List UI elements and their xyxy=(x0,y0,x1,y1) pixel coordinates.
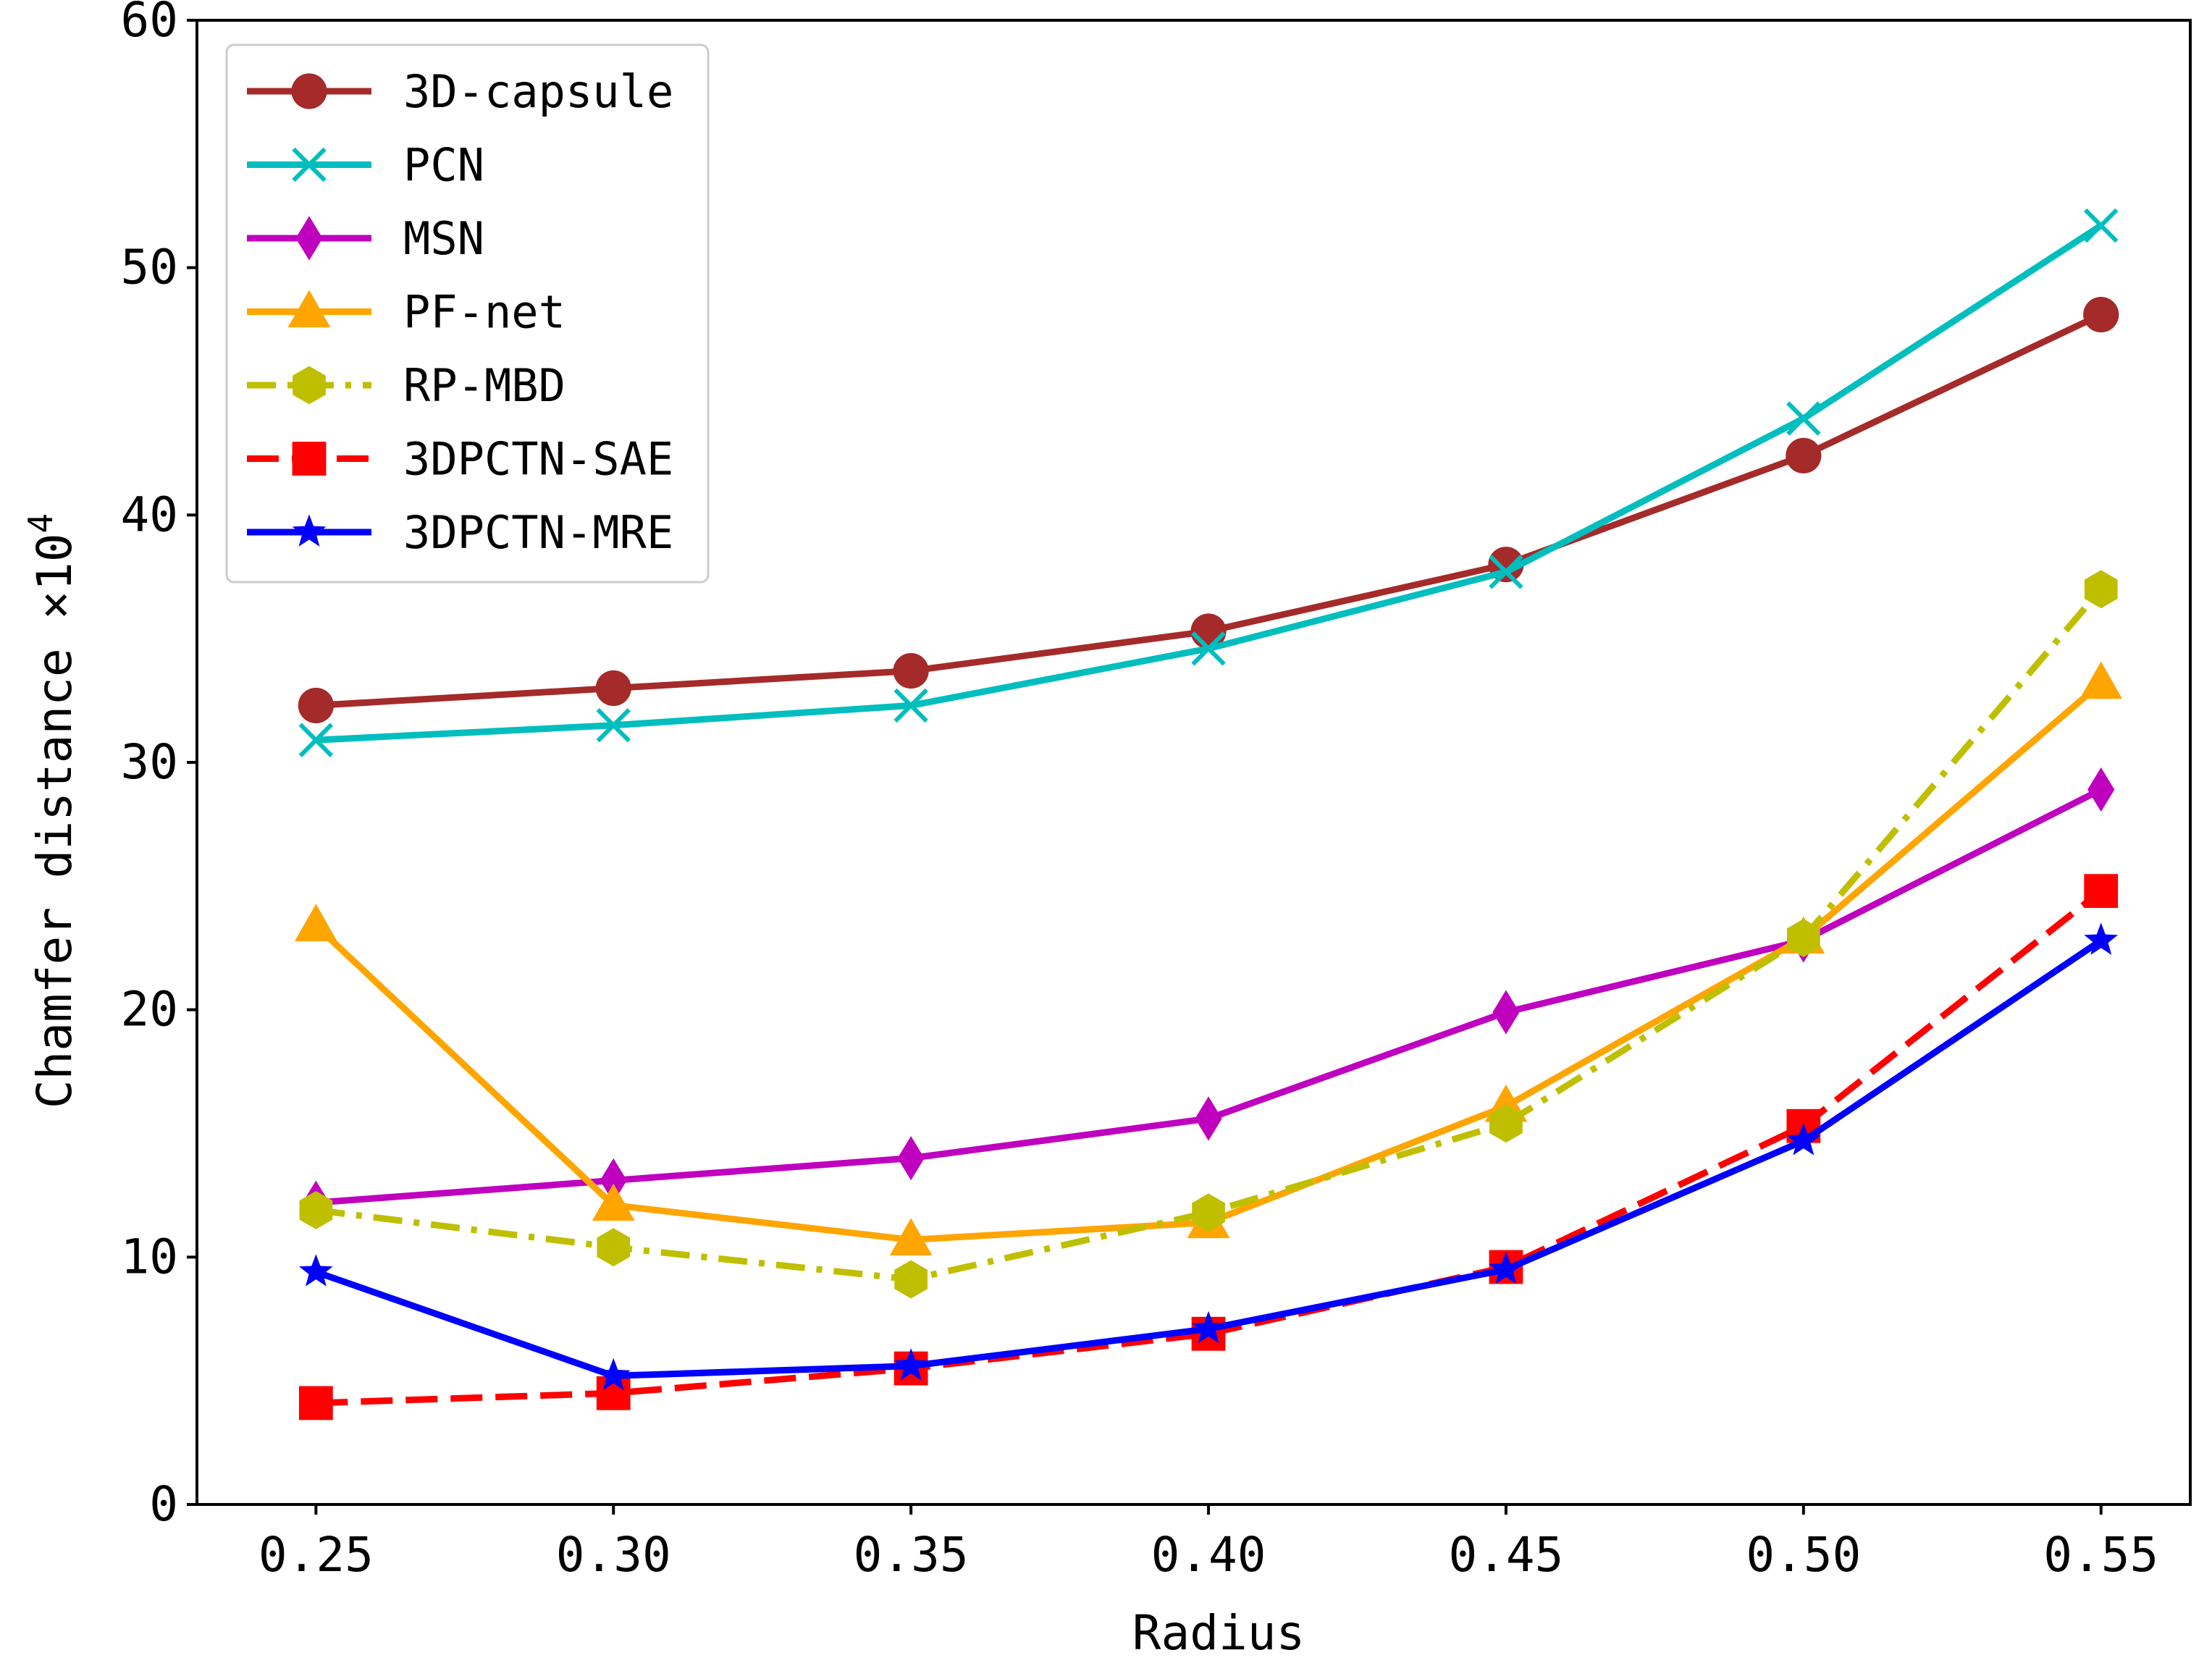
data-point xyxy=(600,1158,627,1203)
data-point xyxy=(1489,555,1523,589)
legend-entry: PCN xyxy=(247,139,484,192)
legend-entry: MSN xyxy=(247,212,484,265)
legend-label: 3D-capsule xyxy=(403,65,673,118)
data-point xyxy=(889,1218,933,1256)
y-tick-label: 40 xyxy=(121,487,178,542)
data-point xyxy=(1192,1193,1225,1232)
series-pcn xyxy=(298,208,2119,757)
data-point xyxy=(1191,631,1226,666)
x-tick-label: 0.30 xyxy=(556,1527,671,1583)
legend-marker xyxy=(291,73,327,109)
y-tick-label: 0 xyxy=(149,1476,178,1532)
y-axis-label-superscript: 4 xyxy=(21,513,60,534)
legend-entry: RP-MBD xyxy=(247,359,565,412)
legend-marker xyxy=(292,514,327,547)
y-tick-label: 30 xyxy=(121,734,178,790)
y-tick-label: 60 xyxy=(121,0,178,48)
data-point xyxy=(2084,208,2119,243)
y-axis-label: Chamfer distance ×104 xyxy=(21,513,83,1108)
legend-label: RP-MBD xyxy=(403,359,565,412)
data-point xyxy=(592,1183,635,1221)
data-point xyxy=(893,652,929,689)
data-point xyxy=(893,1348,928,1381)
data-point xyxy=(2087,767,2115,812)
data-point xyxy=(299,1191,333,1229)
series-pf-net xyxy=(294,661,2123,1256)
data-point xyxy=(1492,990,1520,1035)
data-point xyxy=(893,688,928,723)
legend-box xyxy=(225,43,710,584)
x-tick-label: 0.50 xyxy=(1746,1527,1861,1583)
legend-entry: PF-net xyxy=(247,286,565,339)
y-tick-label: 20 xyxy=(121,982,178,1037)
data-point xyxy=(894,1260,928,1299)
data-point xyxy=(1191,1310,1226,1344)
legend-marker xyxy=(293,366,326,405)
series-line xyxy=(314,938,2103,1379)
legend-marker xyxy=(292,147,327,182)
x-tick-label: 0.45 xyxy=(1448,1527,1563,1583)
axes: 0 10 20 30 40 50 60 0.25 0.30 0.35 0.40 0.45 0.50 0.5… xyxy=(121,0,2192,1583)
data-point xyxy=(1489,1104,1523,1143)
y-tick-label: 10 xyxy=(121,1229,178,1284)
data-point xyxy=(1786,1123,1821,1156)
legend-label: PF-net xyxy=(403,286,565,339)
data-point xyxy=(1786,919,1820,957)
data-point xyxy=(1786,437,1822,473)
data-point xyxy=(1195,1096,1222,1141)
series-3d-capsule xyxy=(298,296,2119,724)
x-tick-label: 0.55 xyxy=(2043,1527,2158,1583)
legend-label: 3DPCTN-SAE xyxy=(403,433,673,486)
series-3dpctn-mre xyxy=(298,922,2119,1391)
legend-marker xyxy=(292,442,327,476)
data-point xyxy=(595,670,631,707)
data-point xyxy=(294,904,337,942)
data-point xyxy=(298,1386,333,1420)
x-tick-label: 0.25 xyxy=(258,1527,374,1583)
y-tick-label: 50 xyxy=(121,240,178,295)
data-point xyxy=(597,1228,631,1267)
series-3dpctn-sae xyxy=(298,874,2119,1420)
legend-marker xyxy=(287,290,331,328)
legend-marker xyxy=(295,216,323,261)
data-point xyxy=(2083,296,2119,333)
legend-label: MSN xyxy=(403,212,484,265)
data-point xyxy=(298,687,334,724)
legend-label: 3DPCTN-MRE xyxy=(403,506,673,559)
data-point xyxy=(1786,401,1821,436)
data-point xyxy=(2084,922,2119,955)
data-point xyxy=(2084,874,2119,909)
data-point xyxy=(596,708,631,743)
series-line xyxy=(314,681,2103,1243)
data-point xyxy=(596,1358,631,1391)
legend-entry: 3D-capsule xyxy=(247,65,673,118)
x-tick-label: 0.35 xyxy=(854,1527,969,1583)
data-point xyxy=(298,1254,333,1287)
x-axis-label: Radius xyxy=(1132,1605,1305,1661)
data-point xyxy=(897,1136,925,1181)
data-point xyxy=(2084,570,2118,609)
series-rp-mbd xyxy=(299,570,2118,1299)
data-point xyxy=(1489,1251,1523,1284)
legend: 3D-capsule PCN MSN PF-net RP-MBD 3DPCTN-SAE 3D… xyxy=(225,43,710,584)
data-point xyxy=(298,723,334,757)
y-axis-label-text: Chamfer distance ×10 xyxy=(27,533,83,1108)
legend-label: PCN xyxy=(403,139,484,192)
data-point xyxy=(2079,661,2123,699)
plot-area xyxy=(294,208,2123,1420)
series-msn xyxy=(302,767,2115,1225)
legend-entry: 3DPCTN-SAE xyxy=(247,433,673,486)
x-tick-label: 0.40 xyxy=(1151,1527,1266,1583)
legend-entry: 3DPCTN-MRE xyxy=(247,506,673,559)
